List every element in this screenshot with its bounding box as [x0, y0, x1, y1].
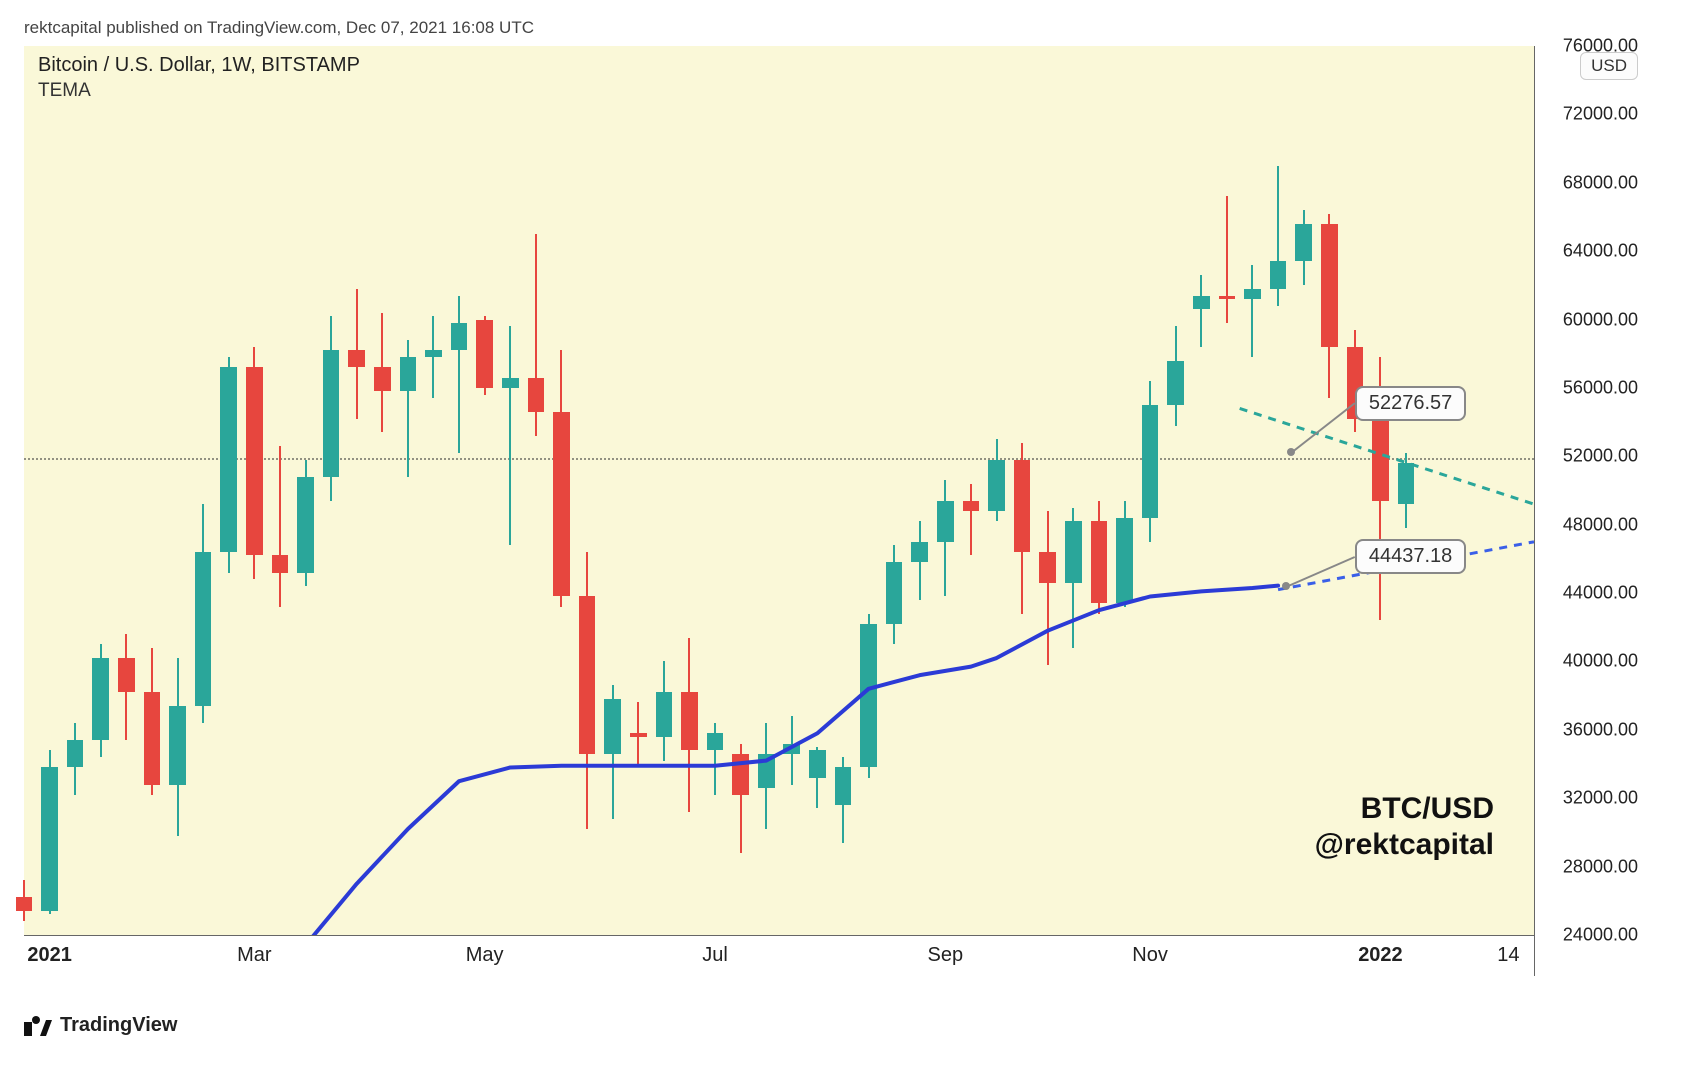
candle[interactable]	[118, 46, 135, 935]
candle[interactable]	[656, 46, 673, 935]
candle[interactable]	[1014, 46, 1031, 935]
chart-plot-area[interactable]: Bitcoin / U.S. Dollar, 1W, BITSTAMP TEMA…	[24, 46, 1534, 936]
publish-header: rektcapital published on TradingView.com…	[24, 18, 1679, 38]
candle[interactable]	[630, 46, 647, 935]
candle[interactable]	[1065, 46, 1082, 935]
candle[interactable]	[1193, 46, 1210, 935]
candle[interactable]	[1295, 46, 1312, 935]
candle[interactable]	[1270, 46, 1287, 935]
candle[interactable]	[169, 46, 186, 935]
candle[interactable]	[476, 46, 493, 935]
candle[interactable]	[911, 46, 928, 935]
candle[interactable]	[528, 46, 545, 935]
candle[interactable]	[1244, 46, 1261, 935]
candle[interactable]	[1321, 46, 1338, 935]
candle[interactable]	[681, 46, 698, 935]
candle[interactable]	[1142, 46, 1159, 935]
price-tick: 64000.00	[1563, 241, 1638, 262]
candle[interactable]	[348, 46, 365, 935]
candle[interactable]	[297, 46, 314, 935]
price-tick: 56000.00	[1563, 377, 1638, 398]
price-tick: 68000.00	[1563, 172, 1638, 193]
price-tick: 40000.00	[1563, 651, 1638, 672]
candle[interactable]	[246, 46, 263, 935]
time-axis[interactable]: 2021 Mar May Jul Sep Nov 2022 14	[24, 936, 1644, 976]
candle[interactable]	[1116, 46, 1133, 935]
price-tick: 48000.00	[1563, 514, 1638, 535]
candle[interactable]	[553, 46, 570, 935]
candle[interactable]	[400, 46, 417, 935]
candle[interactable]	[1219, 46, 1236, 935]
time-tick: May	[466, 944, 504, 967]
candle[interactable]	[1347, 46, 1364, 935]
candle[interactable]	[758, 46, 775, 935]
candle[interactable]	[323, 46, 340, 935]
price-callout[interactable]: 52276.57	[1355, 386, 1466, 421]
candle[interactable]	[886, 46, 903, 935]
price-axis[interactable]: USD 24000.0028000.0032000.0036000.004000…	[1534, 46, 1644, 936]
time-tick: 14	[1497, 944, 1519, 967]
candle[interactable]	[67, 46, 84, 935]
price-tick: 36000.00	[1563, 719, 1638, 740]
time-tick: Nov	[1132, 944, 1168, 967]
candle[interactable]	[835, 46, 852, 935]
candle[interactable]	[220, 46, 237, 935]
footer-brand: TradingView	[24, 1014, 1679, 1037]
candle[interactable]	[809, 46, 826, 935]
price-tick: 44000.00	[1563, 583, 1638, 604]
time-tick: Mar	[237, 944, 271, 967]
time-tick: 2021	[27, 944, 72, 967]
price-tick: 72000.00	[1563, 104, 1638, 125]
candle[interactable]	[707, 46, 724, 935]
candle[interactable]	[963, 46, 980, 935]
callout-anchor	[1287, 448, 1295, 456]
candle[interactable]	[16, 46, 33, 935]
footer-brand-text: TradingView	[60, 1014, 177, 1037]
candle[interactable]	[92, 46, 109, 935]
price-tick: 60000.00	[1563, 309, 1638, 330]
candle[interactable]	[144, 46, 161, 935]
price-callout[interactable]: 44437.18	[1355, 539, 1466, 574]
candle[interactable]	[860, 46, 877, 935]
candle[interactable]	[937, 46, 954, 935]
time-tick: Jul	[702, 944, 728, 967]
candle[interactable]	[1039, 46, 1056, 935]
price-tick: 32000.00	[1563, 788, 1638, 809]
candle[interactable]	[41, 46, 58, 935]
candle[interactable]	[451, 46, 468, 935]
candle[interactable]	[732, 46, 749, 935]
candle[interactable]	[195, 46, 212, 935]
time-tick: 2022	[1358, 944, 1403, 967]
time-tick: Sep	[928, 944, 964, 967]
candle[interactable]	[1167, 46, 1184, 935]
candle[interactable]	[988, 46, 1005, 935]
price-tick: 28000.00	[1563, 856, 1638, 877]
candle[interactable]	[579, 46, 596, 935]
candle[interactable]	[1398, 46, 1415, 935]
candle[interactable]	[1372, 46, 1389, 935]
callout-anchor	[1282, 582, 1290, 590]
candle[interactable]	[374, 46, 391, 935]
price-tick: 52000.00	[1563, 446, 1638, 467]
candle[interactable]	[272, 46, 289, 935]
candle[interactable]	[502, 46, 519, 935]
tradingview-logo-icon	[24, 1016, 52, 1036]
chart-container: Bitcoin / U.S. Dollar, 1W, BITSTAMP TEMA…	[24, 46, 1644, 996]
candle[interactable]	[1091, 46, 1108, 935]
candle[interactable]	[425, 46, 442, 935]
price-tick: 76000.00	[1563, 36, 1638, 57]
candle[interactable]	[604, 46, 621, 935]
price-tick: 24000.00	[1563, 925, 1638, 946]
candle[interactable]	[783, 46, 800, 935]
